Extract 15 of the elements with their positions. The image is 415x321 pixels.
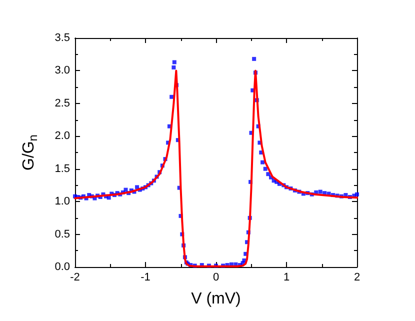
y-tick-label: 2.5 <box>54 97 70 110</box>
y-tick-label: 0.0 <box>54 261 70 273</box>
x-tick-label: -1 <box>140 272 150 284</box>
y-tick-label: 1.0 <box>54 196 70 208</box>
x-tick-label: 1 <box>283 272 290 284</box>
y-axis-title: G/Gn <box>20 134 40 171</box>
y-tick-label: 2.0 <box>54 130 70 142</box>
x-axis-title: V (mV) <box>191 290 241 308</box>
x-tick-label: 0 <box>212 272 220 284</box>
y-tick-label: 3.0 <box>54 64 70 77</box>
y-tick-label: 1.5 <box>54 162 70 175</box>
y-tick-label: 0.5 <box>54 228 70 240</box>
x-tick-label: 2 <box>354 272 360 284</box>
x-tick-label: -2 <box>70 272 80 284</box>
y-tick-label: 3.5 <box>54 32 70 44</box>
